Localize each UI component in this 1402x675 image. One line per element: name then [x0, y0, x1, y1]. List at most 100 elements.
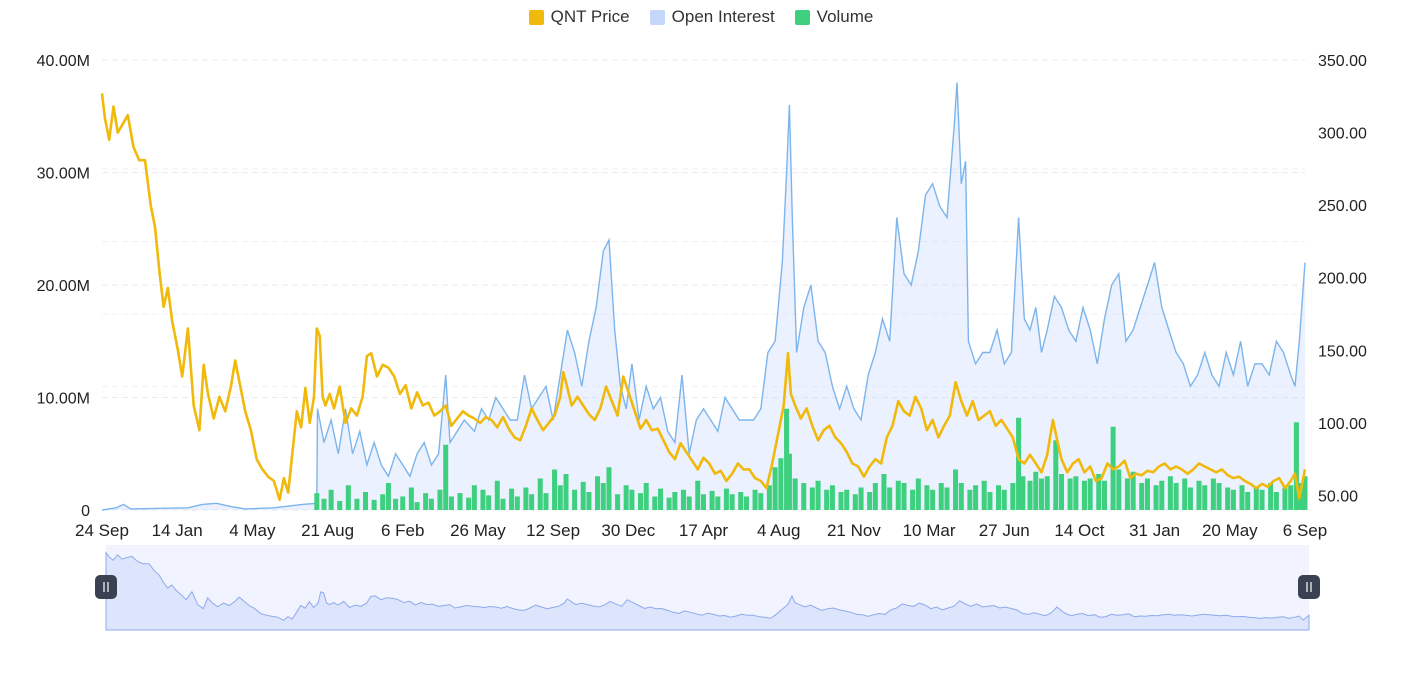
volume-bar — [1182, 478, 1188, 510]
legend-item-volume[interactable]: Volume — [794, 7, 874, 27]
legend-swatch-open-interest — [649, 9, 665, 25]
volume-bar — [723, 488, 729, 510]
volume-bar — [1302, 476, 1308, 510]
legend-item-price[interactable]: QNT Price — [528, 7, 630, 27]
volume-bar — [643, 483, 649, 510]
open-interest-area — [102, 82, 1305, 510]
navigator-series — [105, 551, 1310, 631]
volume-bar — [466, 497, 472, 510]
volume-bar — [423, 493, 429, 510]
volume-bar — [354, 498, 360, 510]
volume-bar — [1273, 492, 1279, 510]
volume-bar — [1187, 487, 1193, 510]
y-left-tick-label: 20.00M — [37, 278, 90, 295]
volume-bar — [709, 490, 715, 510]
volume-bar — [1293, 422, 1299, 510]
volume-bar — [1001, 489, 1007, 510]
x-tick-label: 12 Sep — [526, 521, 580, 540]
y-right-tick-label: 150.00 — [1318, 343, 1367, 360]
volume-bar — [1239, 485, 1245, 510]
x-tick-label: 27 Jun — [979, 521, 1030, 540]
volume-bar — [815, 480, 821, 510]
volume-bar — [887, 487, 893, 510]
volume-bar — [1225, 487, 1231, 510]
volume-bar — [494, 480, 500, 510]
volume-bar — [1044, 476, 1050, 510]
volume-bar — [529, 494, 535, 510]
volume-bar — [408, 487, 414, 510]
volume-bar — [437, 489, 443, 510]
volume-bar — [371, 499, 377, 510]
volume-bar — [400, 496, 406, 510]
x-tick-label: 14 Oct — [1054, 521, 1104, 540]
x-axis: 24 Sep 14 Jan 4 May 21 Aug 6 Feb 26 May 12 Sep… — [75, 521, 1327, 540]
volume-bar — [852, 494, 858, 510]
volume-bar — [915, 478, 921, 510]
volume-bar — [586, 492, 592, 510]
x-tick-label: 4 May — [229, 521, 276, 540]
y-right-tick-label: 300.00 — [1318, 126, 1367, 143]
volume-bar — [337, 501, 343, 510]
series-group — [100, 82, 1308, 511]
volume-bar — [523, 487, 529, 510]
legend-item-open-interest[interactable]: Open Interest — [649, 7, 775, 27]
legend-swatch-volume — [794, 9, 810, 25]
volume-bar — [600, 483, 606, 510]
volume-bar — [637, 493, 643, 510]
x-tick-label: 24 Sep — [75, 521, 129, 540]
volume-bar — [448, 496, 454, 510]
y-axis-left: 0 10.00M 20.00M 30.00M 40.00M — [37, 53, 90, 520]
volume-bar — [1144, 478, 1150, 510]
volume-bar — [766, 485, 772, 510]
volume-bar — [514, 496, 520, 510]
volume-bar — [973, 485, 979, 510]
volume-bar — [910, 489, 916, 510]
navigator-handle-right[interactable] — [1298, 575, 1320, 599]
y-axis-right: 50.00 100.00 150.00 200.00 250.00 300.00 350.0… — [1318, 53, 1367, 505]
volume-bar — [938, 483, 944, 510]
volume-bar — [1167, 476, 1173, 510]
volume-bar — [786, 453, 792, 510]
legend-label-price: QNT Price — [550, 7, 630, 26]
volume-bar — [443, 444, 449, 510]
volume-bar — [981, 480, 987, 510]
volume-bar — [666, 497, 672, 510]
volume-bar — [457, 493, 463, 510]
x-tick-label: 20 May — [1202, 521, 1258, 540]
volume-bar — [1253, 487, 1259, 510]
volume-bar — [385, 483, 391, 510]
volume-bar — [321, 498, 327, 510]
volume-bar — [881, 474, 887, 510]
volume-bar — [537, 478, 543, 510]
open-interest-line — [101, 82, 1306, 511]
volume-bar — [844, 489, 850, 510]
volume-bar — [958, 483, 964, 510]
volume-bar — [1081, 480, 1087, 510]
volume-bar — [686, 496, 692, 510]
volume-bar — [1259, 489, 1265, 510]
volume-bar — [867, 492, 873, 510]
y-right-tick-label: 350.00 — [1318, 53, 1367, 70]
volume-bar — [901, 483, 907, 510]
volume-bar — [1038, 478, 1044, 510]
volume-bar — [1282, 487, 1288, 510]
x-tick-label: 14 Jan — [152, 521, 203, 540]
navigator[interactable] — [95, 545, 1320, 631]
volume-bar — [658, 488, 664, 510]
x-tick-label: 6 Sep — [1283, 521, 1327, 540]
x-tick-label: 17 Apr — [679, 521, 728, 540]
legend-label-volume: Volume — [816, 7, 874, 26]
volume-bar — [1245, 492, 1251, 510]
volume-bar — [1130, 471, 1136, 510]
volume-bar — [953, 469, 959, 510]
x-tick-label: 21 Nov — [827, 521, 881, 540]
volume-bar — [809, 487, 815, 510]
grid-lines — [102, 59, 1305, 511]
volume-bar — [393, 498, 399, 510]
x-tick-label: 6 Feb — [381, 521, 424, 540]
y-left-tick-label: 10.00M — [37, 391, 90, 408]
volume-bar — [1073, 476, 1079, 510]
navigator-handle-left[interactable] — [95, 575, 117, 599]
volume-bar — [543, 493, 549, 510]
volume-bar — [629, 489, 635, 510]
